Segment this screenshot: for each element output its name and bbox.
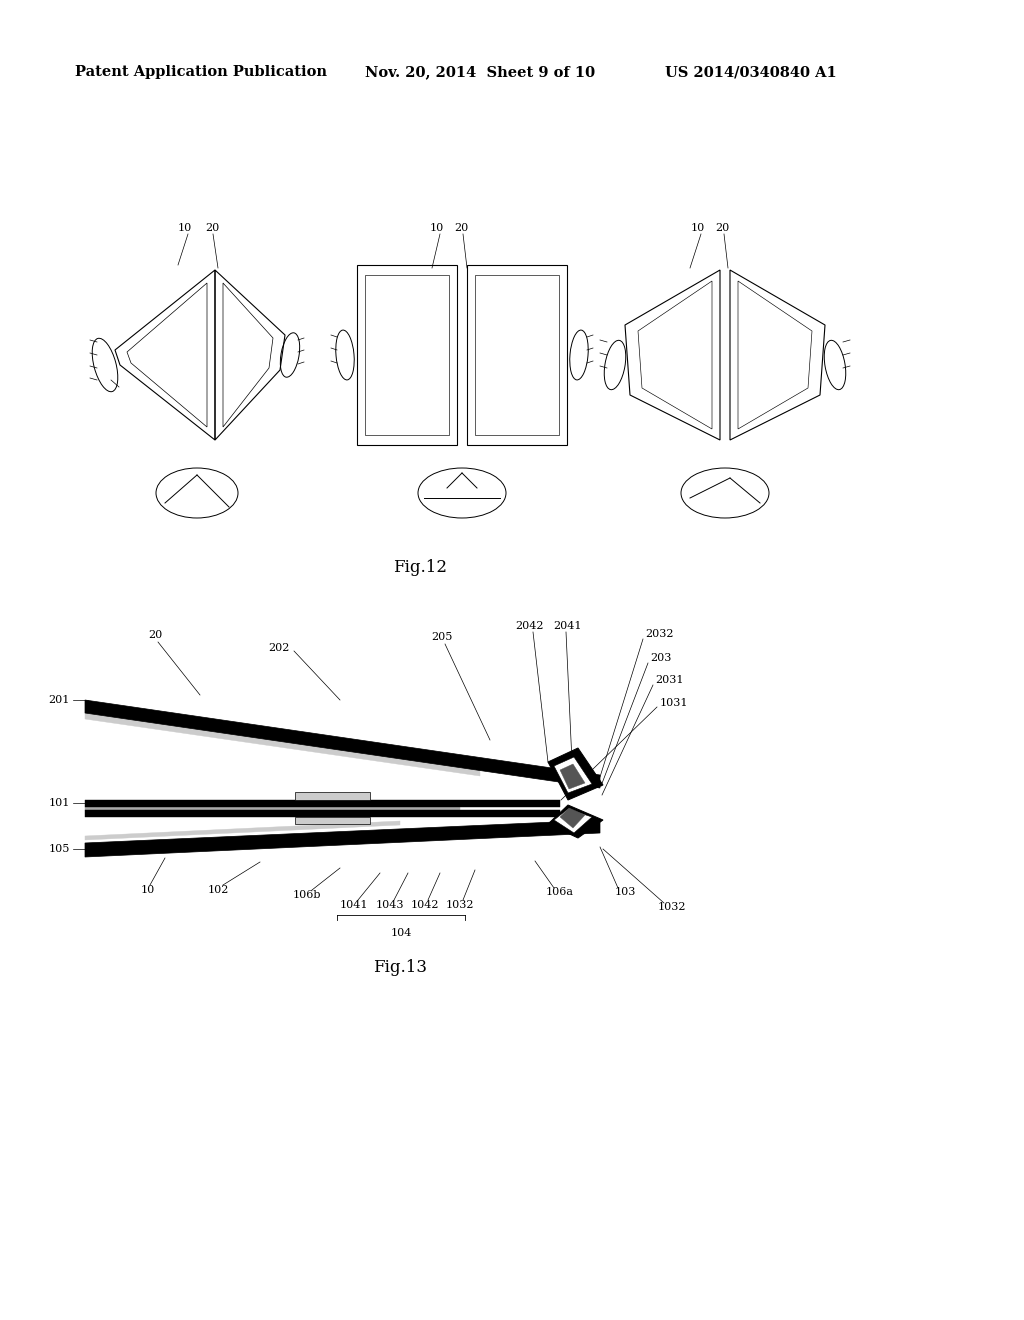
- Text: 1032: 1032: [445, 900, 474, 909]
- Text: Fig.13: Fig.13: [373, 958, 427, 975]
- Text: 1042: 1042: [411, 900, 439, 909]
- Polygon shape: [560, 808, 585, 828]
- Text: 106a: 106a: [546, 887, 574, 898]
- Text: 20: 20: [205, 223, 219, 234]
- Text: 2032: 2032: [645, 630, 674, 639]
- Polygon shape: [554, 809, 592, 833]
- Text: 2042: 2042: [516, 620, 544, 631]
- Text: 10: 10: [691, 223, 706, 234]
- Polygon shape: [85, 820, 600, 857]
- Polygon shape: [548, 805, 603, 838]
- Text: Patent Application Publication: Patent Application Publication: [75, 65, 327, 79]
- Text: 20: 20: [147, 630, 162, 640]
- Text: 101: 101: [48, 799, 70, 808]
- Text: 1043: 1043: [376, 900, 404, 909]
- Text: 10: 10: [430, 223, 444, 234]
- Text: 2031: 2031: [655, 675, 683, 685]
- Polygon shape: [85, 807, 460, 810]
- Polygon shape: [85, 821, 400, 840]
- Text: 2041: 2041: [553, 620, 582, 631]
- Text: 105: 105: [48, 843, 70, 854]
- Text: 202: 202: [268, 643, 290, 653]
- Polygon shape: [295, 792, 370, 800]
- Polygon shape: [85, 700, 600, 788]
- Text: US 2014/0340840 A1: US 2014/0340840 A1: [665, 65, 837, 79]
- Polygon shape: [85, 713, 480, 776]
- Text: 10: 10: [141, 884, 155, 895]
- Polygon shape: [554, 756, 592, 793]
- Polygon shape: [85, 810, 560, 817]
- Text: 106b: 106b: [293, 890, 322, 900]
- Text: 20: 20: [715, 223, 729, 234]
- Text: 201: 201: [48, 696, 70, 705]
- Text: 205: 205: [431, 632, 453, 642]
- Text: 20: 20: [454, 223, 468, 234]
- Text: 10: 10: [178, 223, 193, 234]
- Polygon shape: [560, 764, 585, 789]
- Text: 104: 104: [390, 928, 412, 939]
- Text: 102: 102: [207, 884, 228, 895]
- Polygon shape: [548, 748, 603, 800]
- Text: Nov. 20, 2014  Sheet 9 of 10: Nov. 20, 2014 Sheet 9 of 10: [365, 65, 595, 79]
- Text: 1031: 1031: [660, 698, 688, 708]
- Polygon shape: [295, 817, 370, 824]
- Text: 1032: 1032: [657, 902, 686, 912]
- Polygon shape: [85, 800, 560, 807]
- Text: Fig.12: Fig.12: [393, 558, 447, 576]
- Text: 203: 203: [650, 653, 672, 663]
- Text: 1041: 1041: [340, 900, 369, 909]
- Text: 103: 103: [614, 887, 636, 898]
